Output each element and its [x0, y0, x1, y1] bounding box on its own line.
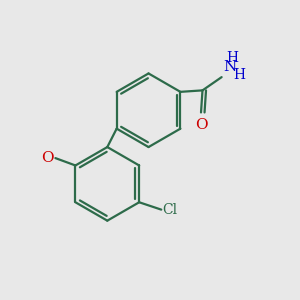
Text: H: H — [233, 68, 245, 82]
Text: H: H — [226, 51, 238, 65]
Text: Cl: Cl — [163, 202, 178, 217]
Text: N: N — [223, 60, 236, 74]
Text: O: O — [41, 151, 54, 165]
Text: O: O — [195, 118, 207, 132]
